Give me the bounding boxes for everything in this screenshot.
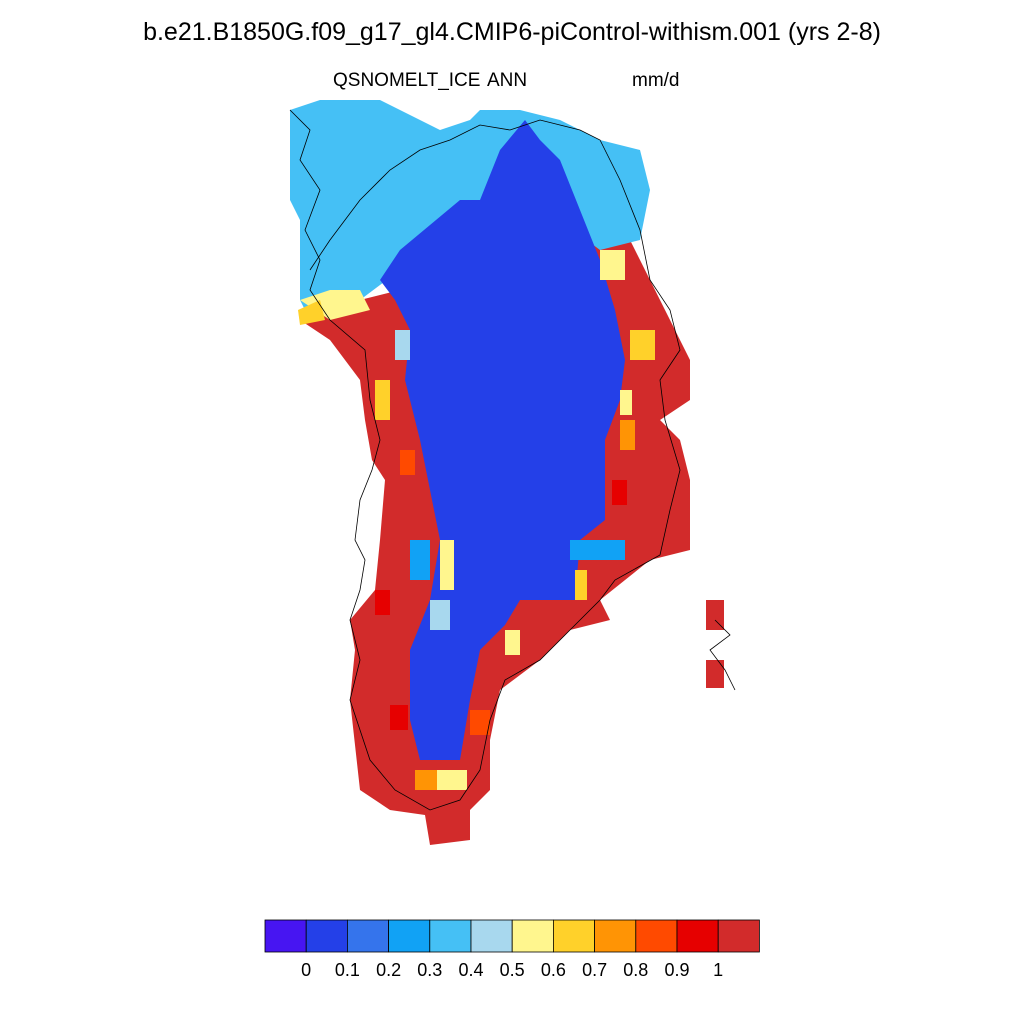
colorbar-tick-label: 0.8 <box>623 960 649 980</box>
edge-cell <box>575 570 587 600</box>
variable-label: QSNOMELT_ICE <box>333 70 481 91</box>
island-coastline <box>709 619 736 691</box>
colorbar-swatch <box>635 919 678 953</box>
colorbar-tick-label: 0.9 <box>664 960 690 980</box>
edge-cell <box>612 480 627 505</box>
edge-cell <box>400 450 415 475</box>
colorbar-tick-label: 0.3 <box>417 960 443 980</box>
edge-cell <box>415 770 437 790</box>
edge-cell <box>395 330 410 360</box>
edge-cell <box>600 250 625 280</box>
units-label: mm/d <box>632 70 680 91</box>
colorbar-swatch <box>717 919 760 953</box>
colorbar-tick-label: 1 <box>713 960 724 980</box>
colorbar-tick-label: 0.1 <box>334 960 360 980</box>
colorbar-tick-label: 0 <box>301 960 312 980</box>
island-cell <box>706 600 724 630</box>
colorbar-tick-label: 0.2 <box>376 960 402 980</box>
edge-cell <box>630 330 655 360</box>
colorbar-swatch <box>388 919 431 953</box>
colorbar-swatch <box>429 919 472 953</box>
north-accent-yellow <box>300 290 370 320</box>
edge-cell <box>440 540 454 590</box>
plot-title: b.e21.B1850G.f09_g17_gl4.CMIP6-piControl… <box>143 18 881 46</box>
colorbar-swatch <box>511 919 554 953</box>
edge-cell <box>620 420 635 450</box>
colorbar-swatch <box>264 919 307 953</box>
edge-cell <box>430 600 450 630</box>
edge-cell <box>437 770 467 790</box>
edge-cell <box>505 630 520 655</box>
coastline <box>289 109 681 811</box>
edge-cell <box>470 710 490 735</box>
colorbar-tick-label: 0.4 <box>458 960 484 980</box>
colorbar-swatch <box>553 919 596 953</box>
edge-cell <box>375 380 390 420</box>
colorbar-swatch <box>470 919 513 953</box>
edge-cell <box>410 540 430 580</box>
colorbar-tick-label: 0.7 <box>582 960 608 980</box>
colorbar-swatch <box>305 919 348 953</box>
colorbar-swatch <box>594 919 637 953</box>
edge-cell <box>375 590 390 615</box>
edge-cell <box>390 705 408 730</box>
colorbar-tick-label: 0.5 <box>499 960 525 980</box>
colorbar-swatch <box>676 919 719 953</box>
edge-cell <box>620 390 632 415</box>
colorbar-swatch <box>346 919 389 953</box>
colorbar-tick-label: 0.6 <box>540 960 566 980</box>
edge-cell <box>570 540 625 560</box>
north-accent-orange <box>298 300 325 325</box>
season-label: ANN <box>487 70 528 91</box>
island-cell <box>706 660 724 688</box>
